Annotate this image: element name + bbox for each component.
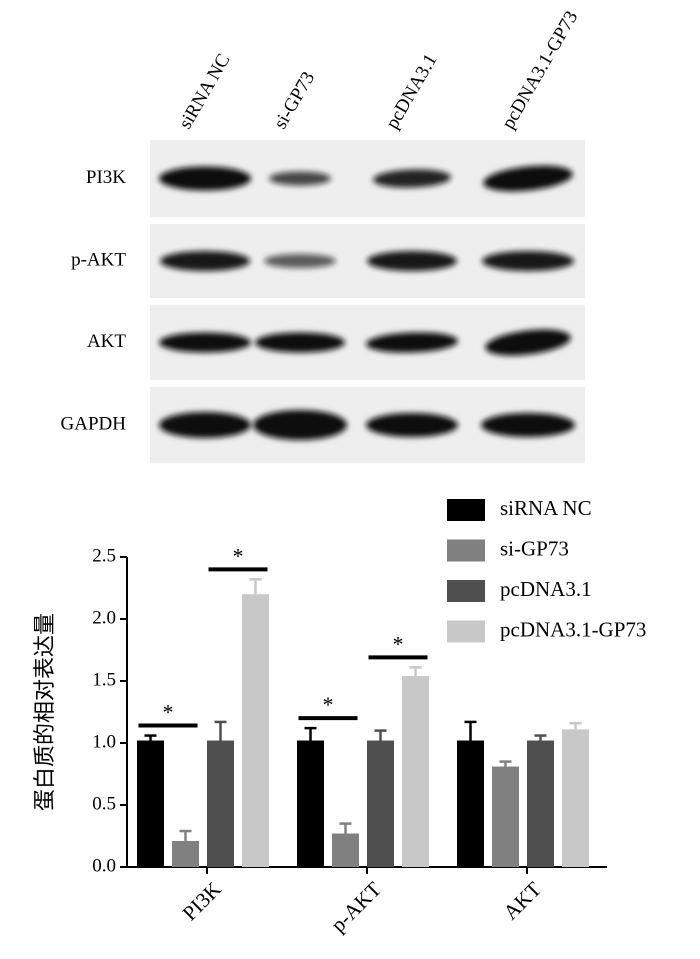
legend-swatch — [447, 580, 485, 602]
bar — [172, 840, 199, 867]
blot-row-label: AKT — [87, 331, 126, 352]
blot-band — [159, 166, 251, 191]
bar — [402, 676, 429, 867]
bar — [332, 833, 359, 867]
blot-band — [485, 329, 571, 356]
blot-lane-label: pcDNA3.1-GP73 — [498, 7, 582, 132]
bar — [137, 740, 164, 867]
legend-label: pcDNA3.1-GP73 — [500, 617, 646, 641]
blot-band — [159, 412, 251, 438]
y-tick-label: 1.5 — [92, 669, 116, 690]
bar — [367, 740, 394, 867]
blot-band — [269, 171, 331, 186]
legend-swatch — [447, 499, 485, 521]
blot-band — [482, 251, 574, 271]
blot-band — [367, 251, 457, 271]
legend-label: si-GP73 — [500, 536, 569, 560]
blot-band — [366, 332, 458, 353]
significance-mark: * — [323, 692, 334, 717]
blot-row-label: GAPDH — [61, 413, 127, 434]
significance-mark: * — [163, 700, 174, 725]
y-tick-label: 0.0 — [92, 855, 116, 876]
significance-mark: * — [233, 543, 244, 568]
y-tick-label: 0.5 — [92, 793, 116, 814]
blot-band — [253, 410, 347, 440]
legend-label: pcDNA3.1 — [500, 577, 592, 601]
blot-band — [366, 413, 458, 437]
blot-band — [481, 413, 575, 437]
x-tick-label: p-AKT — [326, 877, 386, 937]
x-tick-label: AKT — [498, 877, 546, 925]
blot-band — [483, 165, 573, 192]
blot-lane-label: siRNA NC — [175, 50, 235, 132]
legend-swatch — [447, 620, 485, 643]
y-tick-label: 1.0 — [92, 731, 116, 752]
blot-row-label: p-AKT — [71, 249, 126, 270]
y-tick-label: 2.0 — [92, 607, 116, 628]
blot-band — [373, 169, 451, 188]
blot-band — [264, 254, 336, 268]
bar — [242, 594, 269, 867]
y-axis-label: 蛋白质的相对表达量 — [33, 613, 58, 811]
blot-band — [159, 332, 251, 353]
significance-mark: * — [393, 631, 404, 656]
legend-label: siRNA NC — [500, 496, 592, 520]
blot-band — [255, 332, 345, 353]
bar — [527, 740, 554, 867]
bar — [297, 740, 324, 867]
y-tick-label: 2.5 — [92, 545, 116, 566]
blot-row-label: PI3K — [86, 167, 126, 188]
bar — [562, 729, 589, 867]
blot-band — [160, 251, 250, 271]
x-tick-label: PI3K — [178, 877, 226, 925]
bar — [207, 740, 234, 867]
legend-swatch — [447, 539, 485, 562]
bar — [492, 766, 519, 867]
blot-lane-label: si-GP73 — [270, 68, 319, 132]
blot-lane-label: pcDNA3.1 — [382, 50, 442, 132]
bar — [457, 740, 484, 867]
